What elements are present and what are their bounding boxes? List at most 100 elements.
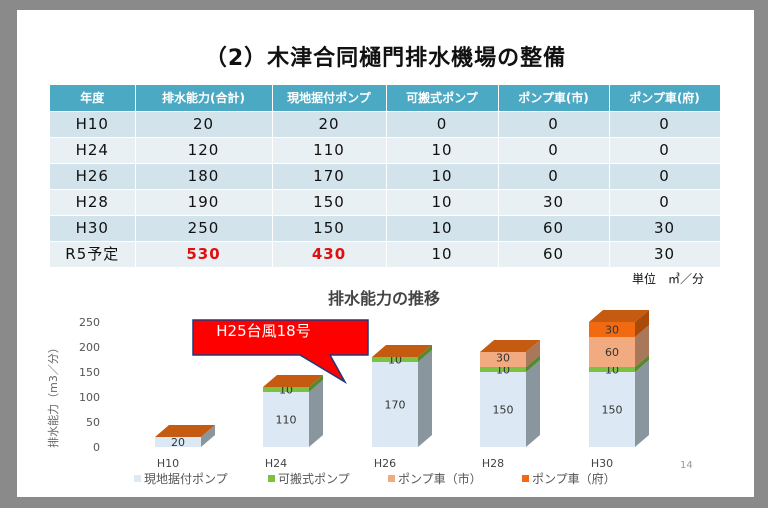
table-cell: 0 bbox=[609, 189, 721, 216]
bar-side bbox=[526, 355, 540, 372]
table-row: H30 250 150 10 60 30 bbox=[50, 215, 721, 242]
column-header: 可搬式ポンプ bbox=[386, 85, 499, 112]
table-cell: 0 bbox=[498, 163, 610, 190]
bar-segment bbox=[480, 352, 526, 367]
table-cell: 0 bbox=[609, 137, 721, 164]
table-cell: 60 bbox=[498, 241, 610, 267]
table-cell: 0 bbox=[386, 111, 499, 138]
y-tick-label: 100 bbox=[79, 391, 100, 404]
table-cell: 530 bbox=[135, 241, 273, 267]
table-cell: 120 bbox=[135, 137, 273, 164]
legend-swatch bbox=[388, 475, 395, 482]
bar-side bbox=[526, 340, 540, 367]
column-header: 年度 bbox=[50, 85, 136, 112]
callout-text: H25台風18号 bbox=[216, 322, 311, 340]
y-tick-label: 150 bbox=[79, 366, 100, 379]
table-cell: 10 bbox=[386, 163, 499, 190]
bar-segment bbox=[589, 367, 635, 372]
table-cell: H24 bbox=[50, 137, 136, 164]
bar-top bbox=[155, 425, 215, 437]
table-cell: 190 bbox=[135, 189, 273, 216]
unit-label: 単位 ㎥／分 bbox=[632, 272, 705, 286]
table-cell: 10 bbox=[386, 215, 499, 242]
column-header: ポンプ車(市) bbox=[498, 85, 610, 112]
table-cell: 0 bbox=[609, 163, 721, 190]
bar-top bbox=[372, 345, 432, 357]
bar-side bbox=[201, 425, 215, 447]
data-label: 60 bbox=[605, 346, 619, 359]
chart-title: 排水能力の推移 bbox=[328, 289, 440, 308]
table-cell: 10 bbox=[386, 189, 499, 216]
table-cell: R5予定 bbox=[50, 241, 136, 267]
table-cell: 10 bbox=[386, 137, 499, 164]
table-cell: 30 bbox=[609, 215, 721, 242]
x-tick-label: H30 bbox=[591, 457, 613, 470]
data-label: 150 bbox=[493, 404, 514, 417]
table-cell: 30 bbox=[609, 241, 721, 267]
bar-segment bbox=[372, 357, 418, 362]
bar-side bbox=[526, 360, 540, 447]
data-label: 30 bbox=[496, 352, 510, 365]
bar-segment bbox=[155, 437, 201, 447]
bar-side bbox=[635, 355, 649, 372]
data-label: 30 bbox=[605, 324, 619, 337]
legend-swatch bbox=[134, 475, 141, 482]
y-tick-label: 250 bbox=[79, 316, 100, 329]
table-cell: H28 bbox=[50, 189, 136, 216]
x-tick-label: H28 bbox=[482, 457, 504, 470]
data-label: 20 bbox=[171, 436, 185, 449]
bar-segment bbox=[589, 322, 635, 337]
table-cell: H30 bbox=[50, 215, 136, 242]
table-cell: H26 bbox=[50, 163, 136, 190]
table-row: R5予定 530 430 10 60 30 bbox=[50, 241, 721, 267]
data-label: 110 bbox=[276, 414, 297, 427]
y-tick-label: 200 bbox=[79, 341, 100, 354]
table-cell: 20 bbox=[272, 111, 387, 138]
table-cell: 0 bbox=[498, 137, 610, 164]
table-cell: 10 bbox=[386, 241, 499, 267]
column-header: 現地据付ポンプ bbox=[272, 85, 387, 112]
y-axis-label: 排水能力（m3／分） bbox=[46, 342, 60, 448]
table-row: H10 20 20 0 0 0 bbox=[50, 111, 721, 138]
legend-label: 可搬式ポンプ bbox=[278, 471, 350, 486]
page-number: 14 bbox=[680, 460, 693, 471]
table-cell: 0 bbox=[609, 111, 721, 138]
table-cell: 150 bbox=[272, 189, 387, 216]
bar-top bbox=[480, 340, 540, 352]
bar-side bbox=[635, 325, 649, 367]
column-header: 排水能力(合計) bbox=[135, 85, 273, 112]
bar-side bbox=[309, 375, 323, 392]
table-row: H28 190 150 10 30 0 bbox=[50, 189, 721, 216]
y-tick-label: 50 bbox=[86, 416, 100, 429]
bar-top bbox=[589, 310, 649, 322]
bar-side bbox=[418, 345, 432, 362]
legend-swatch bbox=[522, 475, 529, 482]
legend-swatch bbox=[268, 475, 275, 482]
bar-segment bbox=[589, 372, 635, 447]
table-cell: 250 bbox=[135, 215, 273, 242]
slide-title: （2）木津合同樋門排水機場の整備 bbox=[204, 46, 567, 71]
table-cell: 110 bbox=[272, 137, 387, 164]
bar-side bbox=[309, 380, 323, 447]
table-cell: 430 bbox=[272, 241, 387, 267]
capacity-table: 年度 排水能力(合計) 現地据付ポンプ 可搬式ポンプ ポンプ車(市) ポンプ車(府) H1… bbox=[50, 85, 721, 267]
bar-segment bbox=[372, 362, 418, 447]
bar-top bbox=[263, 375, 323, 387]
bar-segment bbox=[263, 387, 309, 392]
legend-label: ポンプ車（市） bbox=[398, 471, 482, 486]
table-row: H26 180 170 10 0 0 bbox=[50, 163, 721, 190]
bar-segment bbox=[480, 372, 526, 447]
x-tick-label: H24 bbox=[265, 457, 287, 470]
bar-side bbox=[635, 310, 649, 337]
table-cell: 0 bbox=[498, 111, 610, 138]
table-cell: 180 bbox=[135, 163, 273, 190]
legend-label: 現地据付ポンプ bbox=[144, 472, 228, 486]
bar-segment bbox=[263, 392, 309, 447]
column-header: ポンプ車(府) bbox=[609, 85, 721, 112]
slide: （2）木津合同樋門排水機場の整備 年度 排水能力(合計) 現地据付ポンプ 可搬式ポンプ… bbox=[17, 10, 754, 497]
bar-side bbox=[635, 360, 649, 447]
table-cell: 170 bbox=[272, 163, 387, 190]
table-row: H24 120 110 10 0 0 bbox=[50, 137, 721, 164]
table-cell: H10 bbox=[50, 111, 136, 138]
